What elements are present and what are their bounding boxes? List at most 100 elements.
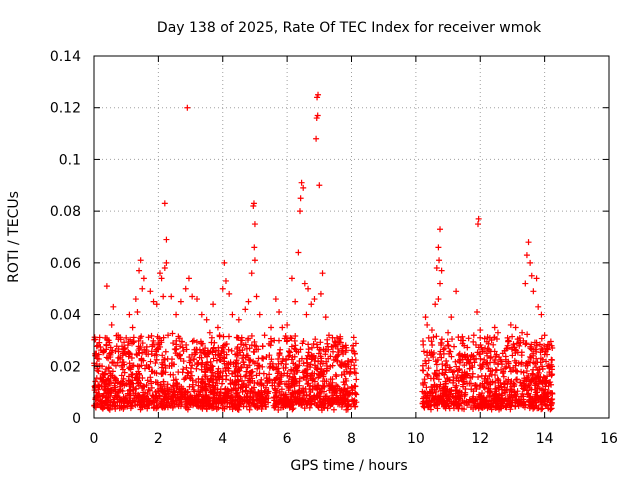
- data-point: [279, 355, 286, 362]
- data-point: [233, 360, 240, 367]
- data-point: [156, 270, 163, 277]
- data-point: [123, 394, 130, 401]
- data-points: [91, 91, 556, 414]
- data-point: [527, 345, 534, 352]
- data-point: [292, 298, 299, 305]
- data-point: [287, 349, 294, 356]
- data-point: [207, 365, 214, 372]
- data-point: [251, 342, 258, 349]
- data-point: [199, 340, 206, 347]
- data-point: [169, 330, 176, 337]
- y-tick-label: 0.1: [59, 152, 81, 168]
- data-point: [324, 336, 331, 343]
- data-point: [505, 337, 512, 344]
- data-point: [253, 346, 260, 353]
- data-point: [466, 399, 473, 406]
- data-point: [234, 389, 241, 396]
- data-point: [190, 400, 197, 407]
- data-point: [214, 370, 221, 377]
- data-point: [453, 363, 460, 370]
- data-point: [304, 372, 311, 379]
- data-point: [522, 280, 529, 287]
- data-point: [199, 405, 206, 412]
- data-point: [242, 373, 249, 380]
- data-point: [462, 371, 469, 378]
- data-point: [291, 353, 298, 360]
- data-point: [433, 395, 440, 402]
- data-point: [496, 406, 503, 413]
- data-point: [251, 244, 258, 251]
- data-point: [548, 371, 555, 378]
- data-point: [261, 396, 268, 403]
- data-point: [144, 377, 151, 384]
- data-point: [121, 369, 128, 376]
- data-point: [254, 360, 261, 367]
- data-point: [428, 327, 435, 334]
- data-point: [329, 379, 336, 386]
- data-point: [238, 384, 245, 391]
- data-point: [436, 257, 443, 264]
- data-point: [229, 311, 236, 318]
- data-point: [224, 397, 231, 404]
- data-point: [208, 334, 215, 341]
- data-point: [170, 340, 177, 347]
- data-point: [207, 358, 214, 365]
- data-point: [125, 338, 132, 345]
- data-point: [281, 396, 288, 403]
- data-point: [502, 403, 509, 410]
- data-point: [303, 401, 310, 408]
- data-point: [460, 378, 467, 385]
- data-point: [268, 324, 275, 331]
- data-point: [424, 349, 431, 356]
- x-tick-label: 6: [283, 431, 292, 447]
- data-point: [100, 404, 107, 411]
- data-point: [183, 341, 190, 348]
- data-point: [335, 339, 342, 346]
- data-point: [216, 390, 223, 397]
- data-point: [338, 362, 345, 369]
- data-point: [523, 340, 530, 347]
- data-point: [177, 298, 184, 305]
- data-point: [428, 338, 435, 345]
- x-tick-label: 16: [600, 431, 618, 447]
- data-point: [452, 358, 459, 365]
- data-point: [127, 366, 134, 373]
- data-point: [126, 311, 133, 318]
- data-point: [325, 332, 332, 339]
- data-point: [347, 365, 354, 372]
- data-point: [435, 244, 442, 251]
- data-point: [353, 376, 360, 383]
- data-point: [453, 288, 460, 295]
- data-point: [155, 340, 162, 347]
- data-point: [424, 321, 431, 328]
- data-point: [161, 200, 168, 207]
- data-point: [118, 404, 125, 411]
- data-point: [535, 303, 542, 310]
- data-point: [124, 403, 131, 410]
- data-point: [137, 257, 144, 264]
- data-point: [139, 374, 146, 381]
- data-point: [165, 388, 172, 395]
- data-point: [350, 342, 357, 349]
- data-point: [507, 380, 514, 387]
- data-point: [236, 347, 243, 354]
- data-point: [150, 298, 157, 305]
- data-point: [118, 363, 125, 370]
- data-point: [437, 280, 444, 287]
- data-point: [133, 351, 140, 358]
- data-point: [513, 359, 520, 366]
- data-point: [214, 351, 221, 358]
- data-point: [150, 337, 157, 344]
- data-point: [291, 388, 298, 395]
- data-point: [159, 404, 166, 411]
- data-point: [334, 357, 341, 364]
- data-point: [266, 340, 273, 347]
- data-point: [128, 355, 135, 362]
- data-point: [444, 386, 451, 393]
- x-tick-label: 4: [218, 431, 227, 447]
- data-point: [546, 341, 553, 348]
- data-point: [282, 391, 289, 398]
- data-point: [247, 402, 254, 409]
- data-point: [298, 179, 305, 186]
